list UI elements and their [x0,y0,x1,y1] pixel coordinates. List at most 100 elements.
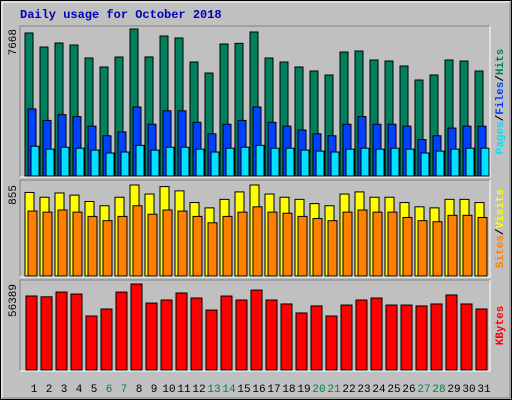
x-tick-label: 9 [151,384,158,396]
bar [342,211,353,277]
bar [297,215,308,277]
bar [327,220,338,277]
bar [162,209,173,277]
bar [240,146,250,177]
y-tick-label: 855 [8,185,20,205]
bar [255,144,265,177]
x-tick-label: 18 [282,384,295,396]
bar [462,214,473,277]
x-tick-label: 5 [91,384,98,396]
x-tick-label: 13 [207,384,220,396]
legend-entry: Pages [495,121,507,154]
bar [210,151,220,177]
x-tick-label: 6 [106,384,113,396]
x-tick-label: 15 [237,384,250,396]
x-tick-label: 2 [46,384,53,396]
x-tick-label: 7 [121,384,128,396]
y-tick-label: 56389 [8,284,20,317]
bar [190,297,203,371]
x-tick-label: 22 [342,384,355,396]
legend: KBytes [495,306,507,346]
legend: Sites/Visits [495,189,507,268]
bar [282,212,293,277]
x-tick-label: 31 [477,384,491,396]
bar [405,148,415,177]
bar [432,221,443,277]
bar [75,147,85,177]
bar [177,210,188,277]
bar [205,309,218,371]
bar [105,152,115,177]
y-tick-label: 7668 [8,29,20,55]
bar [345,148,355,177]
bar [280,303,293,371]
bar [310,305,323,371]
x-tick-label: 27 [417,384,430,396]
x-tick-label: 10 [162,384,175,396]
bar [120,151,130,177]
bar [235,299,248,371]
bar [480,147,490,177]
x-tick-label: 1 [31,384,38,396]
bar [85,315,98,371]
bar [390,147,400,177]
bar [357,209,368,277]
bar [42,211,53,277]
bar [415,305,428,371]
bar [270,147,280,177]
legend: Pages/Files/Hits [495,49,507,155]
bar [252,206,263,277]
bar [355,299,368,371]
bar [30,145,40,177]
bar [135,144,145,177]
bar [385,304,398,371]
bar [57,209,68,277]
legend-separator: / [495,114,507,121]
bar [420,152,430,177]
bar [175,292,188,371]
bar [300,149,310,177]
bar [40,296,53,371]
x-tick-label: 30 [462,384,475,396]
bar [100,308,113,371]
bar [72,211,83,277]
x-tick-label: 17 [267,384,280,396]
x-tick-label: 23 [357,384,370,396]
bar [387,211,398,277]
bar [315,150,325,177]
bar [195,148,205,177]
bar [477,216,488,277]
bar [267,211,278,277]
bar [372,211,383,277]
bar [150,149,160,177]
bar [220,295,233,371]
bar [445,294,458,371]
bar [237,211,248,277]
legend-entry: Sites [495,235,507,268]
bar [330,151,340,177]
bar [340,304,353,371]
legend-entry: Visits [495,189,507,229]
x-tick-label: 14 [222,384,236,396]
panel-bevel [19,279,490,371]
x-tick-label: 12 [192,384,205,396]
bar [115,291,128,371]
bar [475,308,488,371]
panel-bevel [19,25,490,177]
bar [285,147,295,177]
bar [312,218,323,277]
bar [87,215,98,277]
bar [55,291,68,371]
panel-bevel [20,26,491,178]
bar [295,312,308,371]
x-tick-label: 21 [327,384,341,396]
bar [450,148,460,177]
x-tick-label: 3 [61,384,68,396]
bar [435,150,445,177]
bar [402,216,413,277]
bar [90,149,100,177]
bar [102,220,113,277]
